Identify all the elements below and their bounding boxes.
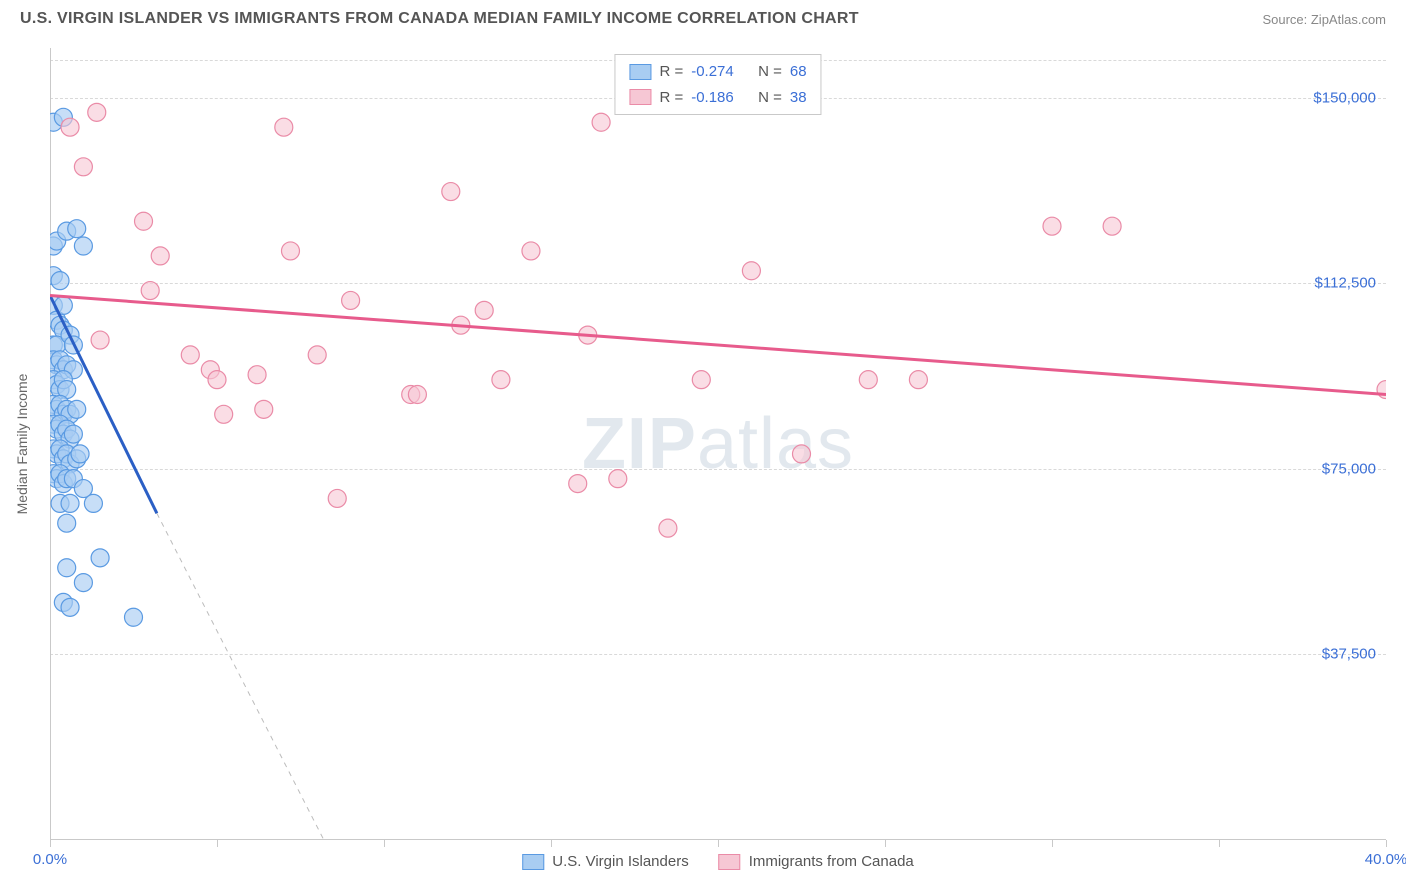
x-tick xyxy=(551,840,552,847)
x-tick xyxy=(718,840,719,847)
data-point xyxy=(308,346,326,364)
data-point xyxy=(181,346,199,364)
chart-title: U.S. VIRGIN ISLANDER VS IMMIGRANTS FROM … xyxy=(20,10,859,28)
data-point xyxy=(64,425,82,443)
data-point xyxy=(1103,217,1121,235)
data-point xyxy=(68,220,86,238)
legend-label-2: Immigrants from Canada xyxy=(749,853,914,870)
y-axis-label: Median Family Income xyxy=(14,374,30,515)
n-label-2: N = xyxy=(758,85,782,111)
data-point xyxy=(61,598,79,616)
swatch-series-2 xyxy=(629,89,651,105)
r-label-1: R = xyxy=(659,59,683,85)
data-point xyxy=(793,445,811,463)
x-tick xyxy=(50,840,51,847)
r-value-2: -0.186 xyxy=(691,85,734,111)
x-tick xyxy=(885,840,886,847)
swatch-series-1 xyxy=(629,64,651,80)
data-point xyxy=(125,608,143,626)
chart-plot-area: Median Family Income ZIPatlas $37,500$75… xyxy=(50,48,1386,840)
data-point xyxy=(408,386,426,404)
data-point xyxy=(74,158,92,176)
data-point xyxy=(68,400,86,418)
data-point xyxy=(141,282,159,300)
legend: U.S. Virgin Islanders Immigrants from Ca… xyxy=(522,853,914,870)
x-tick-label-min: 0.0% xyxy=(33,851,67,868)
data-point xyxy=(342,291,360,309)
data-point xyxy=(135,212,153,230)
x-tick xyxy=(1219,840,1220,847)
legend-swatch-2 xyxy=(719,854,741,870)
legend-item-series-2: Immigrants from Canada xyxy=(719,853,914,870)
source-attribution: Source: ZipAtlas.com xyxy=(1262,12,1386,27)
data-point xyxy=(592,113,610,131)
data-point xyxy=(255,400,273,418)
data-point xyxy=(91,549,109,567)
data-point xyxy=(492,371,510,389)
data-point xyxy=(328,489,346,507)
data-point xyxy=(859,371,877,389)
x-tick-label-max: 40.0% xyxy=(1365,851,1406,868)
data-point xyxy=(74,574,92,592)
data-point xyxy=(1043,217,1061,235)
r-value-1: -0.274 xyxy=(691,59,734,85)
legend-item-series-1: U.S. Virgin Islanders xyxy=(522,853,688,870)
legend-swatch-1 xyxy=(522,854,544,870)
data-point xyxy=(909,371,927,389)
data-point xyxy=(215,405,233,423)
data-point xyxy=(248,366,266,384)
stats-row-series-1: R = -0.274 N = 68 xyxy=(629,59,806,85)
data-point xyxy=(692,371,710,389)
data-point xyxy=(522,242,540,260)
correlation-stats-box: R = -0.274 N = 68 R = -0.186 N = 38 xyxy=(614,54,821,115)
data-point xyxy=(609,470,627,488)
data-point xyxy=(569,475,587,493)
data-point xyxy=(208,371,226,389)
data-point xyxy=(74,237,92,255)
r-label-2: R = xyxy=(659,85,683,111)
stats-row-series-2: R = -0.186 N = 38 xyxy=(629,85,806,111)
x-tick xyxy=(1386,840,1387,847)
data-point xyxy=(742,262,760,280)
data-point xyxy=(58,559,76,577)
data-point xyxy=(61,118,79,136)
x-tick xyxy=(384,840,385,847)
data-point xyxy=(442,183,460,201)
data-point xyxy=(61,494,79,512)
data-point xyxy=(275,118,293,136)
legend-label-1: U.S. Virgin Islanders xyxy=(552,853,688,870)
data-point xyxy=(281,242,299,260)
x-tick xyxy=(1052,840,1053,847)
n-value-2: 38 xyxy=(790,85,807,111)
n-value-1: 68 xyxy=(790,59,807,85)
data-point xyxy=(51,272,69,290)
data-point xyxy=(58,514,76,532)
scatter-svg xyxy=(50,48,1386,840)
data-point xyxy=(151,247,169,265)
data-point xyxy=(84,494,102,512)
data-point xyxy=(88,103,106,121)
data-point xyxy=(659,519,677,537)
trend-line xyxy=(157,513,324,840)
x-tick xyxy=(217,840,218,847)
data-point xyxy=(91,331,109,349)
data-point xyxy=(71,445,89,463)
n-label-1: N = xyxy=(758,59,782,85)
data-point xyxy=(475,301,493,319)
